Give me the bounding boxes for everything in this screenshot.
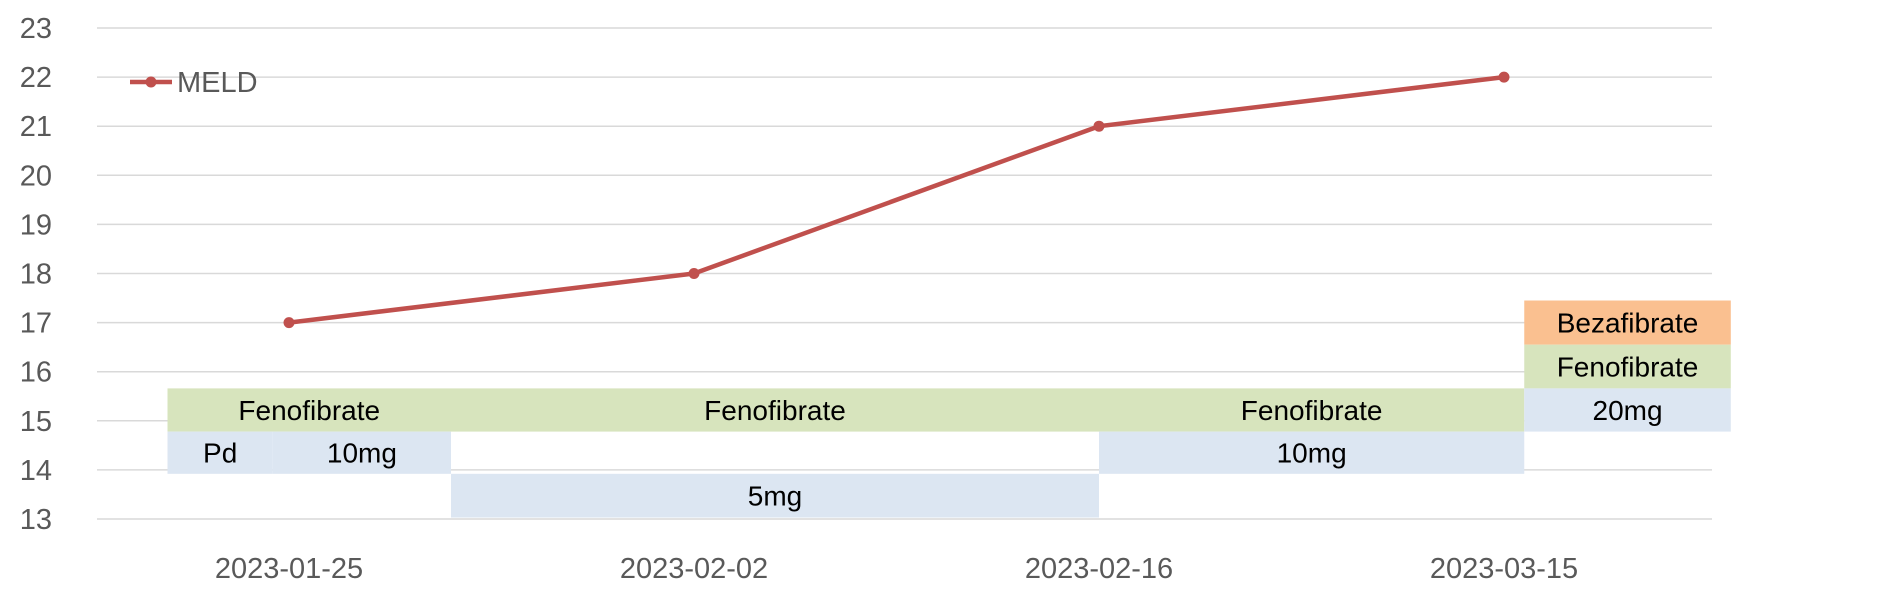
- y-tick-label: 22: [20, 62, 52, 94]
- data-point-meld: [688, 268, 700, 279]
- annotation-box-fill: [1099, 388, 1525, 432]
- data-point-meld: [1498, 71, 1510, 83]
- meld-series: [283, 71, 1510, 329]
- annotation-label: Fenofibrate: [238, 395, 380, 426]
- y-tick-label: 19: [20, 209, 52, 241]
- y-tick-label: 18: [20, 259, 52, 291]
- annotation-label: 10mg: [327, 438, 397, 469]
- y-tick-label: 13: [20, 504, 52, 536]
- annotation-label: 5mg: [748, 481, 802, 512]
- annotation-label: 20mg: [1593, 395, 1663, 426]
- y-tick-label: 14: [20, 455, 52, 487]
- annotation-box-fill: [451, 388, 1099, 432]
- annotation-box-fill: [167, 431, 273, 474]
- annotation-label: Fenofibrate: [704, 395, 846, 426]
- annotation-box: Fenofibrate: [1524, 344, 1731, 389]
- data-point-meld: [1093, 120, 1105, 132]
- annotation-label: Pd: [203, 438, 237, 469]
- annotation-box: 10mg: [272, 431, 451, 474]
- legend-label: MELD: [177, 67, 258, 99]
- annotation-box: Bezafibrate: [1524, 300, 1731, 345]
- x-tick-label: 2023-03-15: [1430, 553, 1578, 585]
- annotation-box: Fenofibrate: [1099, 388, 1525, 432]
- y-tick-label: 17: [20, 308, 52, 340]
- x-tick-label: 2023-02-02: [620, 553, 768, 585]
- annotation-label: Fenofibrate: [1557, 352, 1699, 383]
- axis-tick-labels: 13 14 15 16 17 18 19 20 21 22 23 2023-01-25 2023-02-…: [20, 13, 1578, 585]
- y-tick-label: 16: [20, 357, 52, 389]
- x-tick-label: 2023-01-25: [215, 553, 363, 585]
- legend-marker: [145, 76, 157, 88]
- annotation-box-fill: [167, 388, 451, 432]
- annotation-box-fill: [1099, 431, 1525, 474]
- annotation-box: Fenofibrate: [167, 388, 451, 432]
- y-tick-label: 23: [20, 13, 52, 45]
- annotation-box-fill: [1524, 344, 1731, 389]
- annotation-label: Bezafibrate: [1557, 308, 1699, 339]
- annotation-box-fill: [1524, 300, 1731, 345]
- data-point-meld: [283, 317, 295, 329]
- annotation-box-fill: [451, 473, 1099, 518]
- annotation-box: Fenofibrate: [451, 388, 1099, 432]
- annotation-label: Fenofibrate: [1241, 395, 1383, 426]
- annotation-box: 20mg: [1524, 388, 1731, 432]
- annotation-box: 5mg: [451, 473, 1099, 518]
- annotation-box-fill: [1524, 388, 1731, 432]
- series-line-meld: [288, 74, 1505, 325]
- y-tick-label: 20: [20, 160, 52, 192]
- annotation-box-fill: [272, 431, 451, 474]
- annotation-box: 10mg: [1099, 431, 1525, 474]
- annotation-label: 10mg: [1277, 438, 1347, 469]
- x-tick-label: 2023-02-16: [1025, 553, 1173, 585]
- legend: MELD: [130, 67, 258, 99]
- annotation-box: Pd: [167, 431, 273, 474]
- y-tick-label: 15: [20, 406, 52, 438]
- y-tick-label: 21: [20, 111, 52, 143]
